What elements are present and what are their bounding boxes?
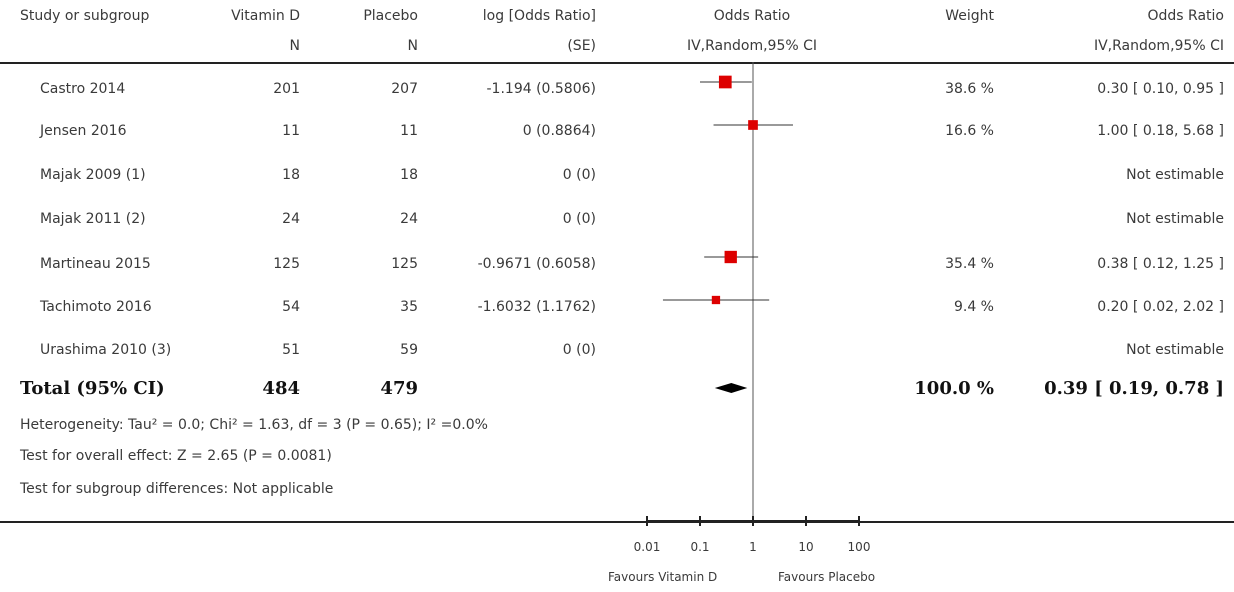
- total-odds-ratio: 0.39 [ 0.19, 0.78 ]: [1044, 378, 1224, 399]
- header-vitamin-d-n: N: [289, 38, 300, 54]
- row-log-odds-ratio: -1.6032 (1.1762): [477, 299, 596, 315]
- pooled-estimate-diamond: [714, 383, 748, 393]
- favours-placebo-label: Favours Placebo: [778, 570, 876, 584]
- row-vitamin-d-n: 201: [273, 81, 300, 97]
- study-point-marker: [711, 295, 721, 305]
- total-label: Total (95% CI): [20, 378, 165, 399]
- row-vitamin-d-n: 54: [282, 299, 300, 315]
- row-odds-ratio: 1.00 [ 0.18, 5.68 ]: [1097, 123, 1224, 139]
- bottom-rule: [0, 521, 1234, 523]
- study-point-marker: [724, 250, 737, 264]
- header-odds-ratio-text-method: IV,Random,95% CI: [1093, 38, 1224, 54]
- x-axis-tick-label: 100: [848, 540, 871, 554]
- row-study-name: Urashima 2010 (3): [40, 342, 172, 358]
- header-placebo-n: N: [407, 38, 418, 54]
- subgroup-differences-text: Test for subgroup differences: Not appli…: [20, 481, 334, 497]
- favours-vitamin-d-label: Favours Vitamin D: [608, 570, 718, 584]
- row-study-name: Majak 2011 (2): [40, 211, 146, 227]
- row-log-odds-ratio: 0 (0): [562, 342, 596, 358]
- row-odds-ratio: 0.30 [ 0.10, 0.95 ]: [1097, 81, 1224, 97]
- study-point-marker: [718, 75, 732, 89]
- x-axis-tick-label: 0.01: [634, 540, 661, 554]
- row-odds-ratio: 0.20 [ 0.02, 2.02 ]: [1097, 299, 1224, 315]
- row-odds-ratio: Not estimable: [1126, 167, 1224, 183]
- row-placebo-n: 207: [391, 81, 418, 97]
- row-log-odds-ratio: 0 (0.8864): [522, 123, 596, 139]
- row-weight: 9.4 %: [953, 299, 994, 315]
- row-vitamin-d-n: 51: [282, 342, 300, 358]
- row-log-odds-ratio: -1.194 (0.5806): [486, 81, 597, 97]
- row-log-odds-ratio: 0 (0): [562, 167, 596, 183]
- row-weight: 16.6 %: [945, 123, 994, 139]
- header-odds-ratio-plot: Odds Ratio: [713, 8, 791, 24]
- row-study-name: Tachimoto 2016: [40, 299, 152, 315]
- row-odds-ratio: Not estimable: [1126, 342, 1224, 358]
- header-odds-ratio-plot-method: IV,Random,95% CI: [686, 38, 818, 54]
- total-placebo-n: 479: [380, 378, 418, 399]
- header-placebo: Placebo: [363, 8, 418, 24]
- row-study-name: Martineau 2015: [40, 256, 151, 272]
- header-log-odds-ratio-se: (SE): [567, 38, 596, 54]
- row-study-name: Castro 2014: [40, 81, 126, 97]
- row-vitamin-d-n: 11: [282, 123, 300, 139]
- heterogeneity-text: Heterogeneity: Tau² = 0.0; Chi² = 1.63, …: [20, 417, 488, 433]
- header-study: Study or subgroup: [20, 8, 150, 24]
- overall-effect-text: Test for overall effect: Z = 2.65 (P = 0…: [20, 448, 332, 464]
- row-placebo-n: 125: [391, 256, 418, 272]
- header-odds-ratio-text: Odds Ratio: [1147, 8, 1224, 24]
- row-vitamin-d-n: 125: [273, 256, 300, 272]
- header-rule: [0, 62, 1234, 64]
- row-placebo-n: 11: [400, 123, 418, 139]
- x-axis-tick-label: 1: [749, 540, 757, 554]
- row-weight: 35.4 %: [945, 256, 994, 272]
- row-placebo-n: 18: [400, 167, 418, 183]
- study-point-marker: [748, 120, 758, 130]
- row-weight: 38.6 %: [945, 81, 994, 97]
- row-odds-ratio: 0.38 [ 0.12, 1.25 ]: [1097, 256, 1224, 272]
- row-vitamin-d-n: 18: [282, 167, 300, 183]
- row-log-odds-ratio: 0 (0): [562, 211, 596, 227]
- row-placebo-n: 59: [400, 342, 418, 358]
- x-axis-tick-label: 0.1: [690, 540, 709, 554]
- total-weight: 100.0 %: [914, 378, 994, 399]
- x-axis-tick-label: 10: [798, 540, 813, 554]
- row-placebo-n: 35: [400, 299, 418, 315]
- row-log-odds-ratio: -0.9671 (0.6058): [477, 256, 596, 272]
- row-odds-ratio: Not estimable: [1126, 211, 1224, 227]
- header-weight: Weight: [945, 8, 994, 24]
- row-study-name: Jensen 2016: [40, 123, 127, 139]
- row-study-name: Majak 2009 (1): [40, 167, 146, 183]
- header-vitamin-d: Vitamin D: [231, 8, 300, 24]
- row-vitamin-d-n: 24: [282, 211, 300, 227]
- header-log-odds-ratio: log [Odds Ratio]: [482, 8, 596, 24]
- row-placebo-n: 24: [400, 211, 418, 227]
- total-vitamin-d-n: 484: [262, 378, 300, 399]
